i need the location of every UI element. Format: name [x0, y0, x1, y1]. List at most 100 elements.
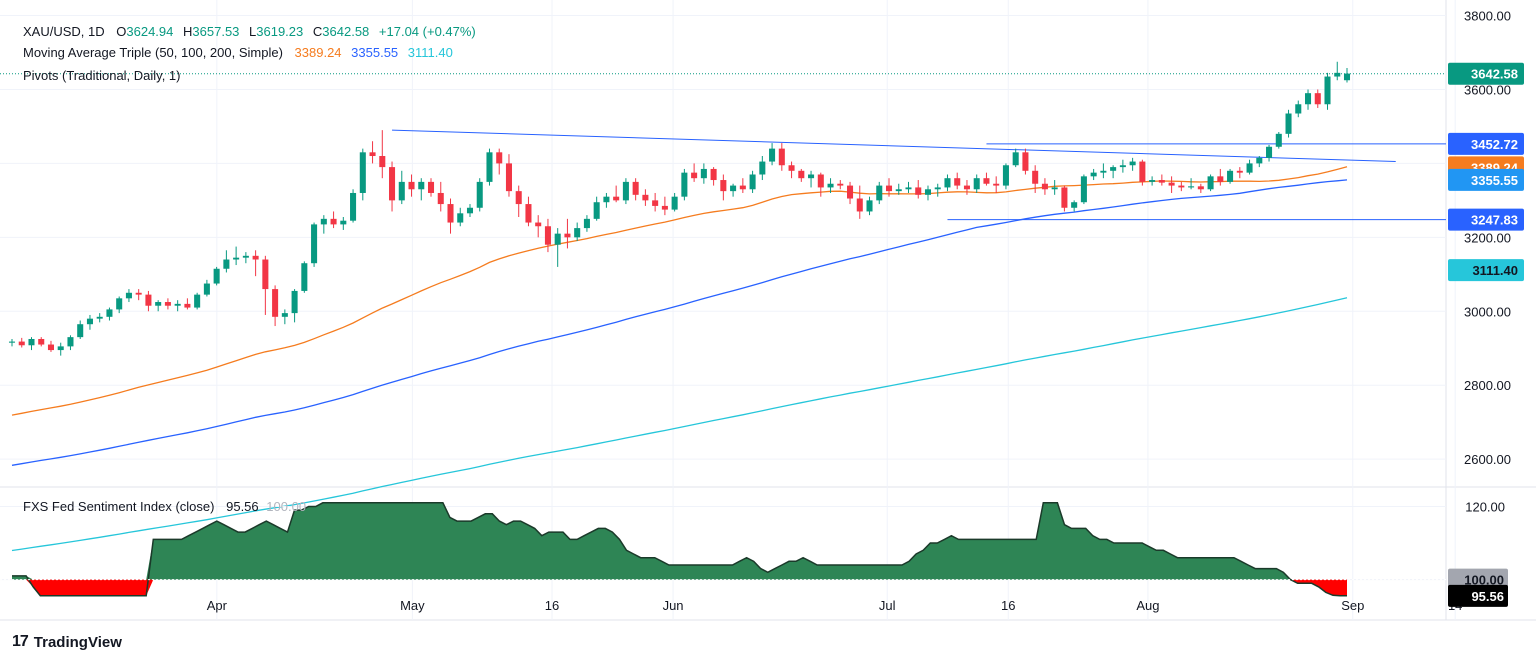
candle-body [389, 167, 396, 201]
price-badge [1448, 132, 1524, 155]
x-tick-label: May [400, 598, 425, 613]
sentiment-legend: FXS Fed Sentiment Index (close) 95.56 10… [23, 499, 306, 515]
candle-body [1236, 170, 1243, 173]
candle-body [905, 187, 912, 190]
candle-body [876, 185, 883, 201]
candle-body [447, 204, 454, 223]
high-value: 3657.53 [192, 24, 240, 39]
candle-body [769, 148, 776, 162]
candle-body [1080, 176, 1087, 203]
candle-body [1110, 167, 1117, 171]
sentiment-value: 95.56 [226, 499, 259, 514]
candle-body [700, 168, 707, 179]
candle-body [311, 224, 318, 264]
price-badge [1448, 208, 1524, 231]
candle-body [730, 185, 737, 192]
candle-body [457, 213, 464, 223]
candle-body [242, 255, 249, 258]
candle-body [554, 233, 561, 245]
trendline [392, 129, 1396, 163]
candle-body [408, 181, 415, 190]
candle-body [671, 196, 678, 210]
candle-body [535, 222, 542, 227]
candle-body [96, 316, 103, 319]
ma100-line [11, 179, 1348, 466]
candle-body [57, 346, 64, 351]
candle-body [1002, 165, 1009, 186]
symbol-label: XAU/USD, 1D [23, 24, 105, 39]
change-value: +17.04 (+0.47%) [378, 24, 476, 39]
candle-body [194, 294, 201, 308]
ohlc-legend: XAU/USD, 1D O3624.94 H3657.53 L3619.23 C… [23, 24, 476, 40]
candle-body [1217, 176, 1224, 182]
sentiment-label: FXS Fed Sentiment Index (close) [23, 499, 215, 514]
candle-body [125, 292, 132, 299]
price-badge-label: 3642.58 [1471, 67, 1518, 82]
candle-body [642, 194, 649, 201]
candle-body [593, 202, 600, 219]
x-tick-label: 16 [1001, 598, 1015, 613]
candle-body [86, 318, 93, 325]
candle-body [847, 185, 854, 199]
candle-body [1012, 152, 1019, 166]
candle-body [1139, 161, 1146, 182]
candle-body [691, 172, 698, 179]
candle-body [613, 196, 620, 201]
candle-body [223, 259, 230, 269]
x-tick-label: Aug [1136, 598, 1159, 613]
candle-body [145, 294, 152, 306]
candle-body [564, 233, 571, 238]
candle-body [262, 259, 269, 290]
candle-body [817, 174, 824, 188]
sentiment-y-tick: 120.00 [1465, 499, 1505, 514]
ma-label: Moving Average Triple (50, 100, 200, Sim… [23, 45, 283, 60]
sentiment-last-badge-label: 95.56 [1471, 589, 1504, 604]
candle-body [184, 303, 191, 308]
pivots-label: Pivots (Traditional, Daily, 1) [23, 68, 181, 83]
candle-body [856, 198, 863, 212]
candle-body [1071, 202, 1078, 208]
sentiment-area-positive [12, 502, 1347, 580]
ma200-value: 3111.40 [407, 45, 453, 60]
candle-body [1129, 161, 1136, 166]
candle-body [340, 220, 347, 225]
candle-body [1149, 180, 1156, 182]
candle-body [505, 163, 512, 192]
candle-body [622, 181, 629, 201]
candle-body [1090, 172, 1097, 177]
candle-body [18, 341, 25, 346]
candle-body [739, 185, 746, 190]
price-badge-label: 3452.72 [1471, 137, 1518, 152]
candle-body [135, 292, 142, 295]
candle-body [203, 283, 210, 295]
candle-body [67, 337, 74, 347]
candle-body [944, 178, 951, 188]
tradingview-branding[interactable]: 17 TradingView [12, 633, 122, 651]
candle-body [632, 181, 639, 195]
y-tick-label: 3800.00 [1464, 9, 1511, 24]
x-tick-label: Jul [879, 598, 896, 613]
candle-body [213, 268, 220, 284]
candle-body [350, 192, 357, 221]
candle-body [808, 174, 815, 179]
candle-body [1343, 73, 1351, 81]
candle-body [895, 189, 902, 192]
candle-body [583, 218, 590, 229]
sentiment-ref: 100.00 [266, 499, 307, 514]
candle-body [437, 192, 444, 205]
ma-legend: Moving Average Triple (50, 100, 200, Sim… [23, 45, 453, 61]
candle-body [574, 228, 581, 238]
candle-body [291, 290, 298, 314]
candle-body [1061, 187, 1068, 208]
candle-body [1227, 170, 1234, 182]
open-label: O [116, 24, 127, 39]
y-tick-label: 3200.00 [1464, 230, 1511, 245]
candle-body [418, 181, 425, 190]
x-tick-label: 16 [545, 598, 559, 613]
candle-body [1051, 187, 1058, 190]
candle-body [983, 178, 990, 184]
candle-body [496, 152, 503, 164]
candle-body [116, 298, 123, 310]
